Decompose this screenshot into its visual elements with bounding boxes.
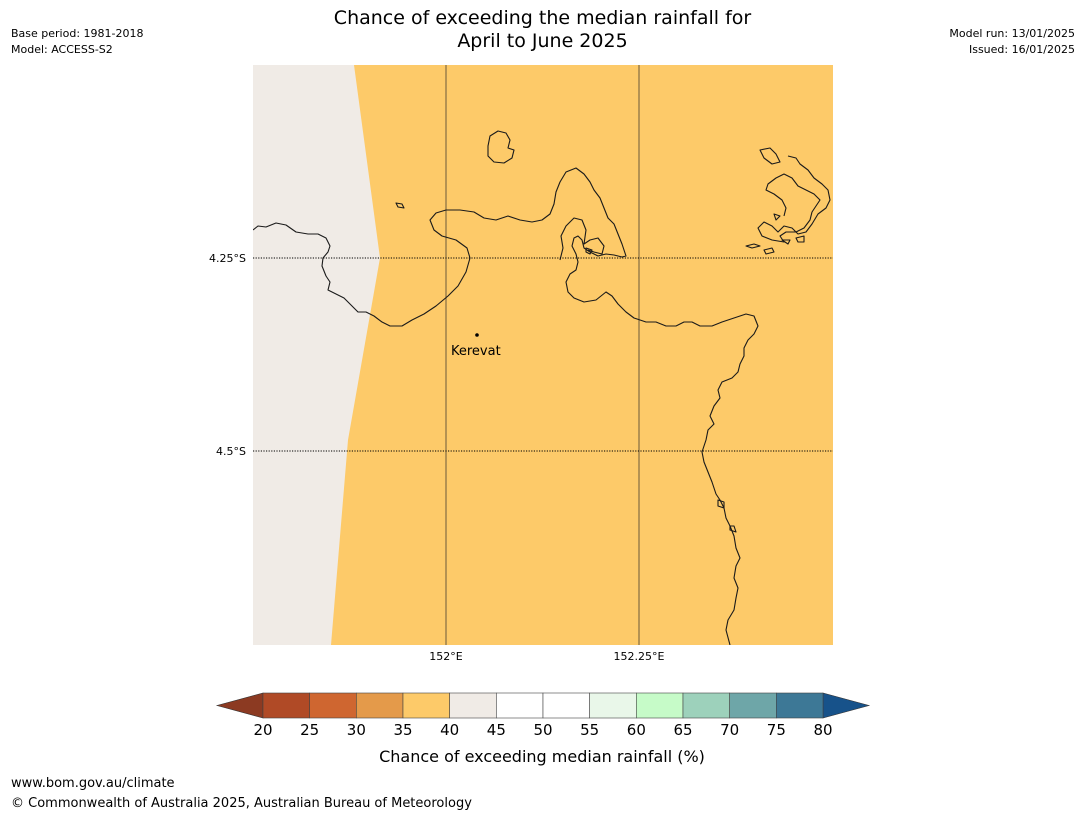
colorbar-segment	[356, 692, 404, 719]
colorbar-segment	[309, 692, 357, 719]
colorbar-over-arrow	[822, 692, 871, 719]
colorbar-tick-label: 50	[533, 721, 552, 739]
lon-label-152-25e: 152.25°E	[614, 650, 665, 663]
colorbar-tick-label: 25	[300, 721, 319, 739]
colorbar-segment	[729, 692, 777, 719]
colorbar-segment	[496, 692, 544, 719]
lat-label-4-25s: 4.25°S	[209, 252, 246, 265]
region-prob-40-45	[253, 65, 380, 645]
lon-label-152e: 152°E	[429, 650, 462, 663]
colorbar-segment	[449, 692, 497, 719]
colorbar-segment	[636, 692, 684, 719]
colorbar-tick-label: 60	[627, 721, 646, 739]
colorbar-tick-label: 35	[393, 721, 412, 739]
colorbar-segment	[589, 692, 637, 719]
colorbar-segment	[776, 692, 824, 719]
colorbar-tick-label: 70	[720, 721, 739, 739]
colorbar-segment	[542, 692, 590, 719]
kerevat-label: Kerevat	[451, 344, 501, 359]
colorbar-tick-label: 20	[253, 721, 272, 739]
footer-url[interactable]: www.bom.gov.au/climate	[11, 776, 175, 791]
colorbar-segment	[402, 692, 450, 719]
header-meta-left: Base period: 1981-2018 Model: ACCESS-S2	[11, 26, 143, 58]
footer-copyright: © Commonwealth of Australia 2025, Austra…	[11, 796, 472, 811]
colorbar: 20 25 30 35 40 45 50 55 60 65 70 75 80 Chance of exc…	[215, 692, 871, 766]
title-line-1: Chance of exceeding the median rainfall …	[333, 7, 752, 29]
colorbar-tick-label: 40	[440, 721, 459, 739]
map-area: Kerevat	[253, 65, 833, 645]
colorbar-tick-label: 80	[813, 721, 832, 739]
title-line-2: April to June 2025	[457, 30, 628, 52]
colorbar-under-arrow	[215, 692, 264, 719]
colorbar-tick-label: 55	[580, 721, 599, 739]
base-period-text: Base period: 1981-2018	[11, 27, 144, 40]
colorbar-tick-label: 65	[673, 721, 692, 739]
kerevat-marker[interactable]	[475, 333, 479, 337]
page-title: Chance of exceeding the median rainfall …	[0, 7, 1085, 53]
colorbar-segment	[682, 692, 730, 719]
colorbar-title: Chance of exceeding median rainfall (%)	[379, 747, 705, 766]
header-meta-right: Model run: 13/01/2025 Issued: 16/01/2025	[949, 26, 1075, 58]
coastline	[253, 130, 831, 645]
colorbar-tick-label: 30	[347, 721, 366, 739]
model-run-text: Model run: 13/01/2025	[949, 27, 1075, 40]
footer: www.bom.gov.au/climate © Commonwealth of…	[11, 774, 472, 814]
colorbar-segment	[262, 692, 310, 719]
issued-text: Issued: 16/01/2025	[968, 43, 1075, 56]
model-text: Model: ACCESS-S2	[11, 43, 113, 56]
colorbar-tick-label: 75	[767, 721, 786, 739]
lat-label-4-5s: 4.5°S	[216, 445, 246, 458]
colorbar-tick-label: 45	[487, 721, 506, 739]
